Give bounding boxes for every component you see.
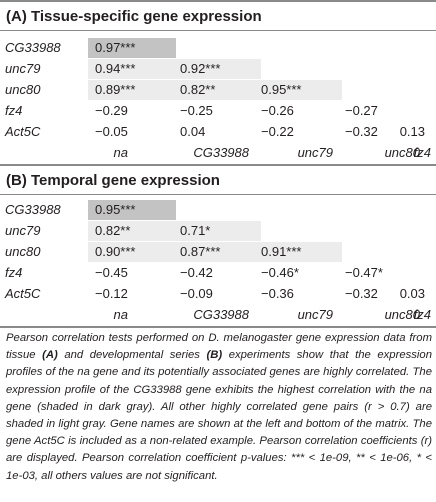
row-gene-label: fz4 (5, 265, 23, 280)
column-gene-label: CG33988 (193, 145, 249, 160)
column-gene-label: unc80 (384, 307, 420, 322)
column-gene-label: na (113, 307, 128, 322)
correlation-cell: −0.42 (180, 265, 213, 280)
correlation-cell: 0.95*** (88, 200, 176, 220)
matrix-row: unc80 0.89*** 0.82** 0.95*** (0, 78, 436, 102)
correlation-cell: 0.13 (399, 124, 425, 139)
correlation-cell: −0.36 (261, 286, 294, 301)
row-gene-label: CG33988 (5, 40, 61, 55)
row-gene-label: unc79 (5, 223, 41, 238)
correlation-cell: −0.29 (95, 103, 128, 118)
correlation-cell: −0.22 (261, 124, 294, 139)
correlation-cell: −0.09 (180, 286, 213, 301)
matrix-row: CG33988 0.95*** (0, 198, 436, 222)
correlation-cell: 0.90*** (88, 242, 176, 262)
caption-text-3: experiments show that the expression pro… (6, 349, 432, 482)
matrix-row: unc80 0.90*** 0.87*** 0.91*** (0, 240, 436, 264)
column-gene-label: fz4 (413, 145, 431, 160)
caption-ref-b: (B) (206, 349, 223, 362)
matrix-row: fz4 −0.29 −0.25 −0.26 −0.27 (0, 99, 436, 123)
panel-b-top-rule (0, 164, 436, 166)
caption-text-2: and developmental series (57, 349, 207, 362)
correlation-cell: −0.05 (95, 124, 128, 139)
correlation-cell: −0.32 (345, 286, 378, 301)
matrix-row: unc79 0.82** 0.71* (0, 219, 436, 243)
caption-top-rule (0, 326, 436, 328)
matrix-row: CG33988 0.97*** (0, 36, 436, 60)
correlation-cell: −0.12 (95, 286, 128, 301)
column-gene-label: unc79 (297, 307, 333, 322)
correlation-cell: −0.47* (345, 265, 383, 280)
caption-ref-a: (A) (42, 349, 58, 362)
column-gene-label: unc80 (384, 145, 420, 160)
panel-a-title-rule (0, 30, 436, 31)
column-gene-label: na (113, 145, 128, 160)
panel-b-title-rule (0, 194, 436, 195)
correlation-cell: −0.25 (180, 103, 213, 118)
correlation-cell: −0.26 (261, 103, 294, 118)
row-gene-label: fz4 (5, 103, 23, 118)
row-gene-label: CG33988 (5, 202, 61, 217)
correlation-cell: −0.45 (95, 265, 128, 280)
correlation-cell: −0.32 (345, 124, 378, 139)
column-gene-label: unc79 (297, 145, 333, 160)
correlation-cell: 0.87*** (173, 242, 261, 262)
correlation-cell: 0.03 (399, 286, 425, 301)
row-gene-label: unc79 (5, 61, 41, 76)
figure-caption: Pearson correlation tests performed on D… (6, 330, 432, 485)
row-gene-label: Act5C (5, 286, 41, 301)
correlation-cell: 0.94*** (88, 59, 176, 79)
panel-a-title: (A) Tissue-specific gene expression (6, 8, 262, 25)
correlation-cell: 0.97*** (88, 38, 176, 58)
correlation-cell: −0.27 (345, 103, 378, 118)
correlation-cell: 0.89*** (88, 80, 176, 100)
row-gene-label: unc80 (5, 244, 41, 259)
correlation-cell: 0.92*** (173, 59, 261, 79)
matrix-row: unc79 0.94*** 0.92*** (0, 57, 436, 81)
column-gene-label: CG33988 (193, 307, 249, 322)
row-gene-label: Act5C (5, 124, 41, 139)
column-labels-row: na CG33988 unc79 unc80 fz4 (0, 303, 436, 327)
correlation-cell: 0.91*** (254, 242, 342, 262)
panel-b-title: (B) Temporal gene expression (6, 172, 220, 189)
correlation-cell: −0.46* (261, 265, 299, 280)
column-gene-label: fz4 (413, 307, 431, 322)
top-rule (0, 0, 436, 2)
caption-text-1: Pearson correlation tests performed on D… (6, 332, 432, 362)
correlation-cell: 0.04 (180, 124, 206, 139)
correlation-cell: 0.82** (173, 80, 261, 100)
column-labels-row: na CG33988 unc79 unc80 fz4 (0, 141, 436, 165)
correlation-cell: 0.82** (88, 221, 176, 241)
matrix-row: fz4 −0.45 −0.42 −0.46* −0.47* (0, 261, 436, 285)
correlation-cell: 0.71* (173, 221, 261, 241)
row-gene-label: unc80 (5, 82, 41, 97)
matrix-row: Act5C −0.12 −0.09 −0.36 −0.32 0.03 (0, 282, 436, 306)
matrix-row: Act5C −0.05 0.04 −0.22 −0.32 0.13 (0, 120, 436, 144)
correlation-cell: 0.95*** (254, 80, 342, 100)
